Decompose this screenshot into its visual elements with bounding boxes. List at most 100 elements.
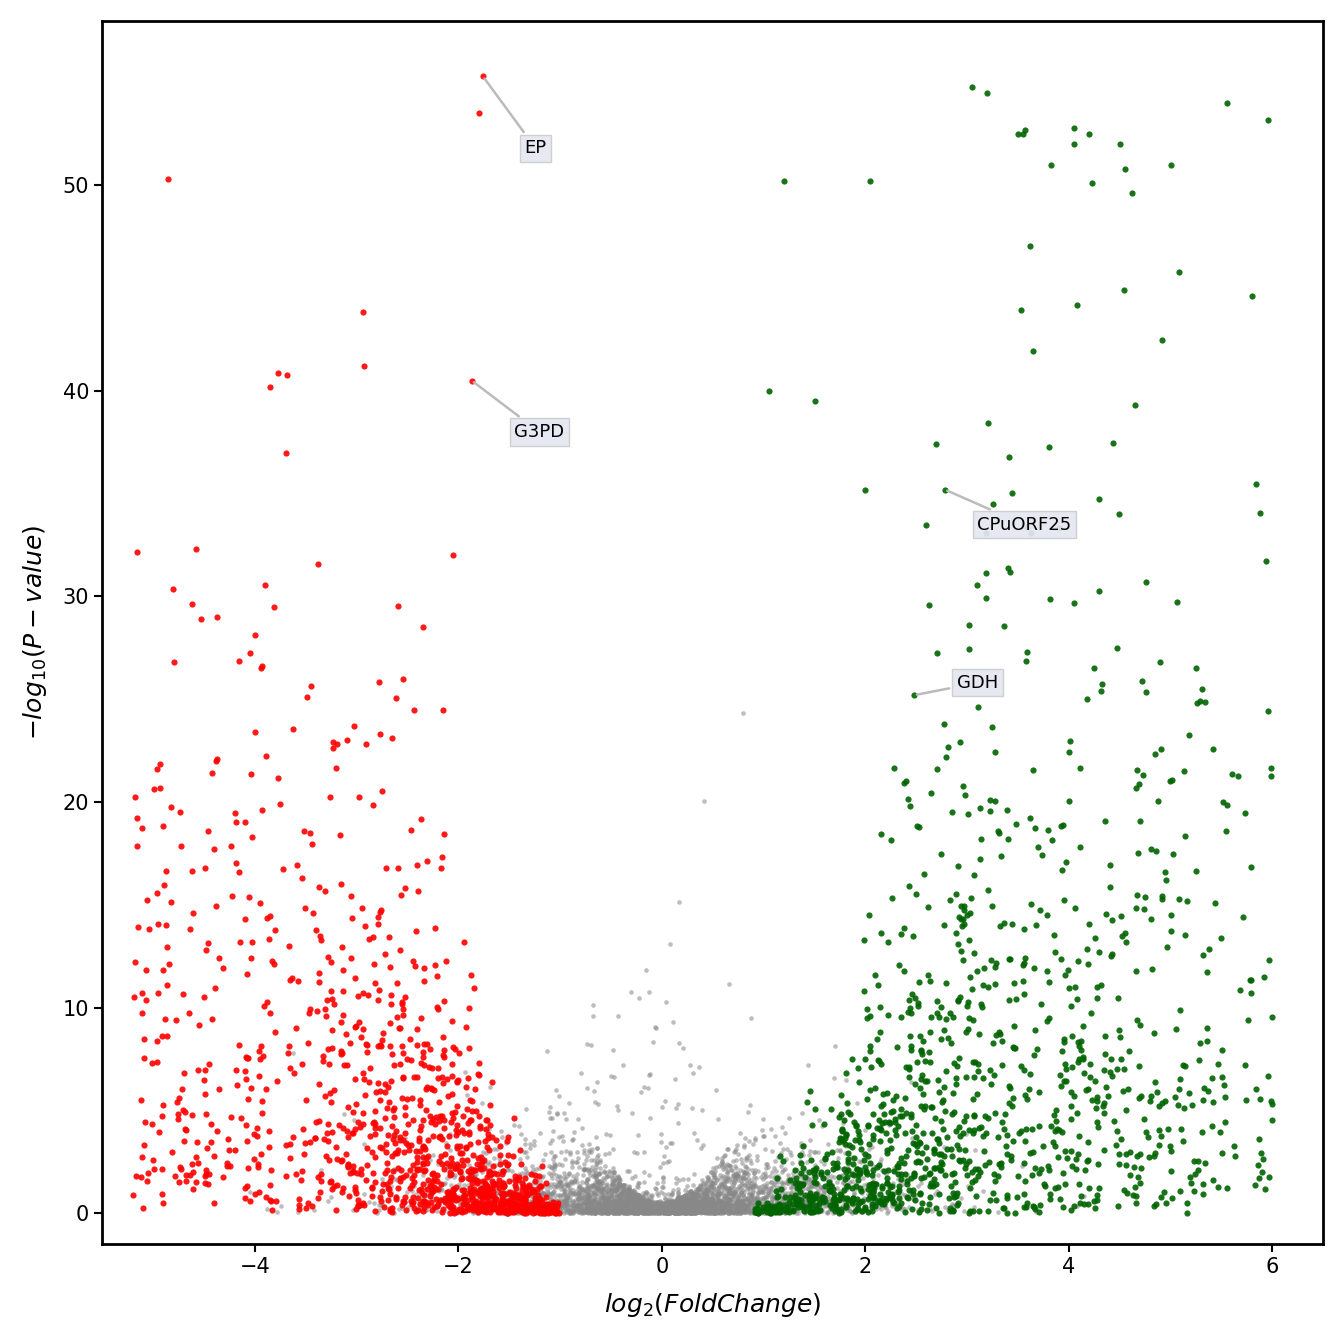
Point bbox=[755, 1152, 777, 1174]
Point bbox=[734, 1202, 755, 1223]
Point bbox=[496, 1132, 517, 1154]
Point bbox=[857, 1183, 879, 1205]
Point bbox=[521, 1191, 543, 1213]
Point bbox=[1114, 158, 1136, 180]
Point bbox=[617, 1194, 638, 1215]
Point bbox=[703, 1199, 724, 1221]
Point bbox=[469, 1186, 491, 1207]
Point bbox=[663, 1198, 684, 1219]
Point bbox=[977, 977, 999, 998]
Point bbox=[790, 1132, 812, 1154]
Point bbox=[1245, 1174, 1266, 1195]
Point bbox=[634, 1190, 656, 1211]
Point bbox=[853, 980, 875, 1001]
Point bbox=[649, 1201, 671, 1222]
Point bbox=[513, 1197, 535, 1218]
Point bbox=[285, 1017, 306, 1038]
Point bbox=[753, 1187, 774, 1209]
Point bbox=[698, 1182, 719, 1203]
Point bbox=[642, 1198, 664, 1219]
Point bbox=[684, 1197, 706, 1218]
Point bbox=[743, 1177, 765, 1198]
Point bbox=[622, 1201, 644, 1222]
Point bbox=[552, 1189, 574, 1210]
Point bbox=[1148, 791, 1169, 812]
Point bbox=[945, 1185, 966, 1206]
Point bbox=[645, 1202, 667, 1223]
Point bbox=[851, 1151, 872, 1172]
Point bbox=[427, 1166, 449, 1187]
Point bbox=[586, 1178, 607, 1199]
Point bbox=[555, 1140, 577, 1162]
Point bbox=[439, 1160, 461, 1182]
Point bbox=[716, 1195, 738, 1217]
Point bbox=[532, 1198, 554, 1219]
Point bbox=[292, 1053, 313, 1075]
Point bbox=[515, 1175, 536, 1197]
Point bbox=[429, 1151, 450, 1172]
Point bbox=[844, 1178, 866, 1199]
Point bbox=[238, 886, 259, 907]
Point bbox=[649, 1201, 671, 1222]
Point bbox=[317, 1038, 339, 1060]
Point bbox=[554, 1179, 575, 1201]
Point bbox=[767, 1194, 789, 1215]
Point bbox=[540, 1202, 562, 1223]
Point bbox=[691, 1195, 712, 1217]
Point bbox=[206, 750, 227, 772]
Point bbox=[782, 1181, 804, 1202]
Point bbox=[645, 1194, 667, 1215]
Point bbox=[1077, 953, 1098, 974]
Point bbox=[351, 1163, 372, 1185]
Point bbox=[638, 1190, 660, 1211]
Point bbox=[773, 1159, 794, 1181]
Point bbox=[591, 1194, 613, 1215]
Point bbox=[680, 1199, 702, 1221]
Point bbox=[702, 1190, 723, 1211]
Point bbox=[622, 1201, 644, 1222]
Point bbox=[462, 1144, 484, 1166]
Point bbox=[581, 1156, 602, 1178]
Point bbox=[801, 1193, 823, 1214]
Point bbox=[730, 1159, 751, 1181]
Point bbox=[585, 1166, 606, 1187]
Point bbox=[586, 1150, 607, 1171]
Point bbox=[634, 1199, 656, 1221]
Point bbox=[785, 1185, 806, 1206]
Point bbox=[710, 1177, 731, 1198]
Point bbox=[431, 1202, 453, 1223]
Point bbox=[1019, 1064, 1040, 1085]
Point bbox=[997, 1202, 1019, 1223]
Point bbox=[625, 1199, 646, 1221]
Point bbox=[644, 1198, 665, 1219]
Point bbox=[824, 1189, 845, 1210]
Point bbox=[700, 1199, 722, 1221]
Point bbox=[429, 1181, 450, 1202]
Point bbox=[884, 1112, 906, 1134]
Point bbox=[703, 1178, 724, 1199]
Point bbox=[980, 1059, 1001, 1080]
Point bbox=[661, 1198, 683, 1219]
Point bbox=[719, 1178, 741, 1199]
Point bbox=[409, 1130, 430, 1151]
Point bbox=[692, 1201, 714, 1222]
Point bbox=[1156, 870, 1177, 891]
Point bbox=[695, 1197, 716, 1218]
Point bbox=[454, 1174, 476, 1195]
Point bbox=[257, 1198, 278, 1219]
Point bbox=[649, 1202, 671, 1223]
Point bbox=[531, 1202, 552, 1223]
Point bbox=[703, 1156, 724, 1178]
Point bbox=[923, 1139, 945, 1160]
Point bbox=[425, 918, 446, 939]
Point bbox=[504, 1198, 526, 1219]
Point bbox=[695, 1187, 716, 1209]
Point bbox=[633, 1195, 655, 1217]
Point bbox=[484, 1187, 505, 1209]
Point bbox=[524, 1199, 546, 1221]
Point bbox=[427, 1152, 449, 1174]
Point bbox=[855, 1198, 876, 1219]
Point bbox=[548, 1199, 570, 1221]
Point bbox=[577, 1187, 598, 1209]
Point bbox=[640, 1194, 661, 1215]
